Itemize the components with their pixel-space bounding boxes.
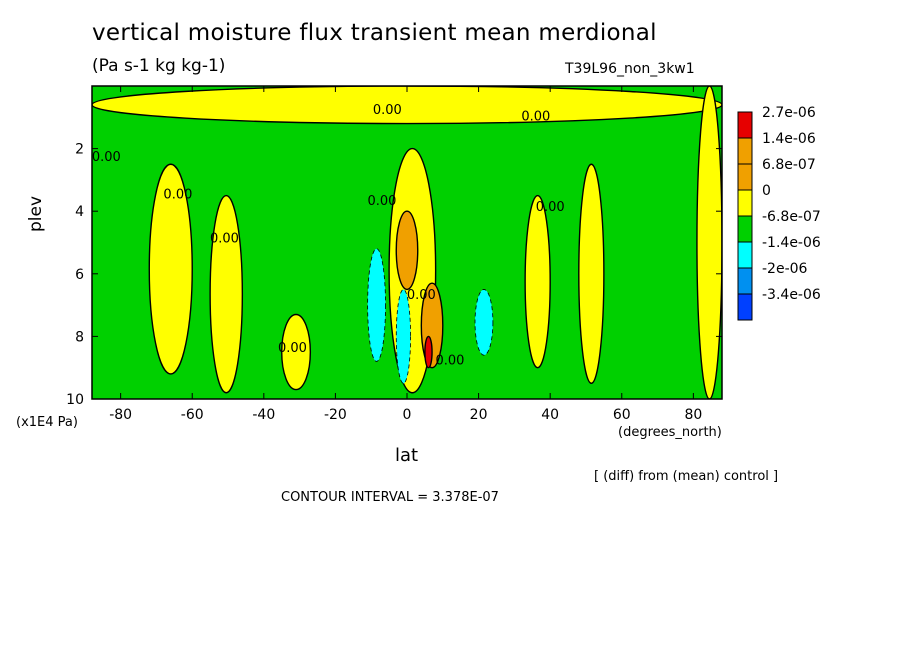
contour-region-negative — [367, 248, 386, 362]
legend-swatch — [737, 241, 753, 269]
legend-label: 0 — [762, 183, 771, 199]
contour-label: 0.00 — [373, 103, 402, 118]
y-tick-label: 4 — [75, 204, 84, 220]
contour-region-negative — [474, 289, 494, 356]
legend-swatch — [737, 111, 753, 139]
y-tick-label: 6 — [75, 267, 84, 283]
contour-region-positive — [578, 163, 605, 385]
contour-region-negative — [395, 289, 411, 384]
contour-region-positive — [148, 163, 193, 375]
legend-swatch — [737, 137, 753, 165]
legend-swatch — [737, 267, 753, 295]
chart-title: vertical moisture flux transient mean me… — [92, 20, 657, 46]
legend-label: -6.8e-07 — [762, 209, 821, 225]
contour-region-positive — [696, 86, 722, 399]
x-tick-label: 80 — [684, 407, 702, 423]
contour-label: 0.00 — [367, 194, 396, 209]
legend-swatch — [737, 293, 753, 321]
contour-region-strong-positive — [424, 335, 433, 369]
contour-interval: CONTOUR INTERVAL = 3.378E-07 — [281, 490, 499, 505]
x-tick-label: 20 — [470, 407, 488, 423]
x-tick-label: -80 — [109, 407, 132, 423]
contour-label: 0.00 — [163, 188, 192, 203]
x-tick-label: -40 — [252, 407, 275, 423]
contour-region-moderate-positive — [395, 210, 419, 291]
chart-units: (Pa s-1 kg kg-1) — [92, 56, 226, 76]
contour-label: 0.00 — [435, 354, 464, 369]
contour-region-positive — [281, 313, 312, 391]
legend-swatch — [737, 163, 753, 191]
contour-region-positive — [209, 194, 244, 394]
run-label: T39L96_non_3kw1 — [565, 61, 695, 77]
contour-label: 0.00 — [407, 288, 436, 303]
x-tick-label: 0 — [403, 407, 412, 423]
contour-label: 0.00 — [521, 109, 550, 124]
legend-label: 2.7e-06 — [762, 105, 816, 121]
x-tick-label: 60 — [613, 407, 631, 423]
x-tick-label: 40 — [541, 407, 559, 423]
contour-region-positive — [524, 194, 551, 369]
legend-label: 6.8e-07 — [762, 157, 816, 173]
contour-label: 0.00 — [92, 150, 121, 165]
y-tick-label: 10 — [66, 392, 84, 408]
x-axis-label: lat — [395, 445, 419, 466]
x-axis-units: (degrees_north) — [618, 425, 722, 440]
legend-swatch — [737, 215, 753, 243]
contour-label: 0.00 — [278, 341, 307, 356]
contour-label: 0.00 — [210, 232, 239, 247]
y-axis-units: (x1E4 Pa) — [16, 415, 78, 430]
x-tick-label: -60 — [181, 407, 204, 423]
legend-label: -3.4e-06 — [762, 287, 821, 303]
legend-label: 1.4e-06 — [762, 131, 816, 147]
contour-label: 0.00 — [536, 200, 565, 215]
diff-note: [ (diff) from (mean) control ] — [594, 469, 779, 484]
y-tick-label: 2 — [75, 142, 84, 158]
y-tick-label: 8 — [75, 329, 84, 345]
legend-swatch — [737, 189, 753, 217]
legend-label: -1.4e-06 — [762, 235, 821, 251]
contour-region-positive — [92, 86, 722, 125]
x-tick-label: -20 — [324, 407, 347, 423]
legend-label: -2e-06 — [762, 261, 808, 277]
